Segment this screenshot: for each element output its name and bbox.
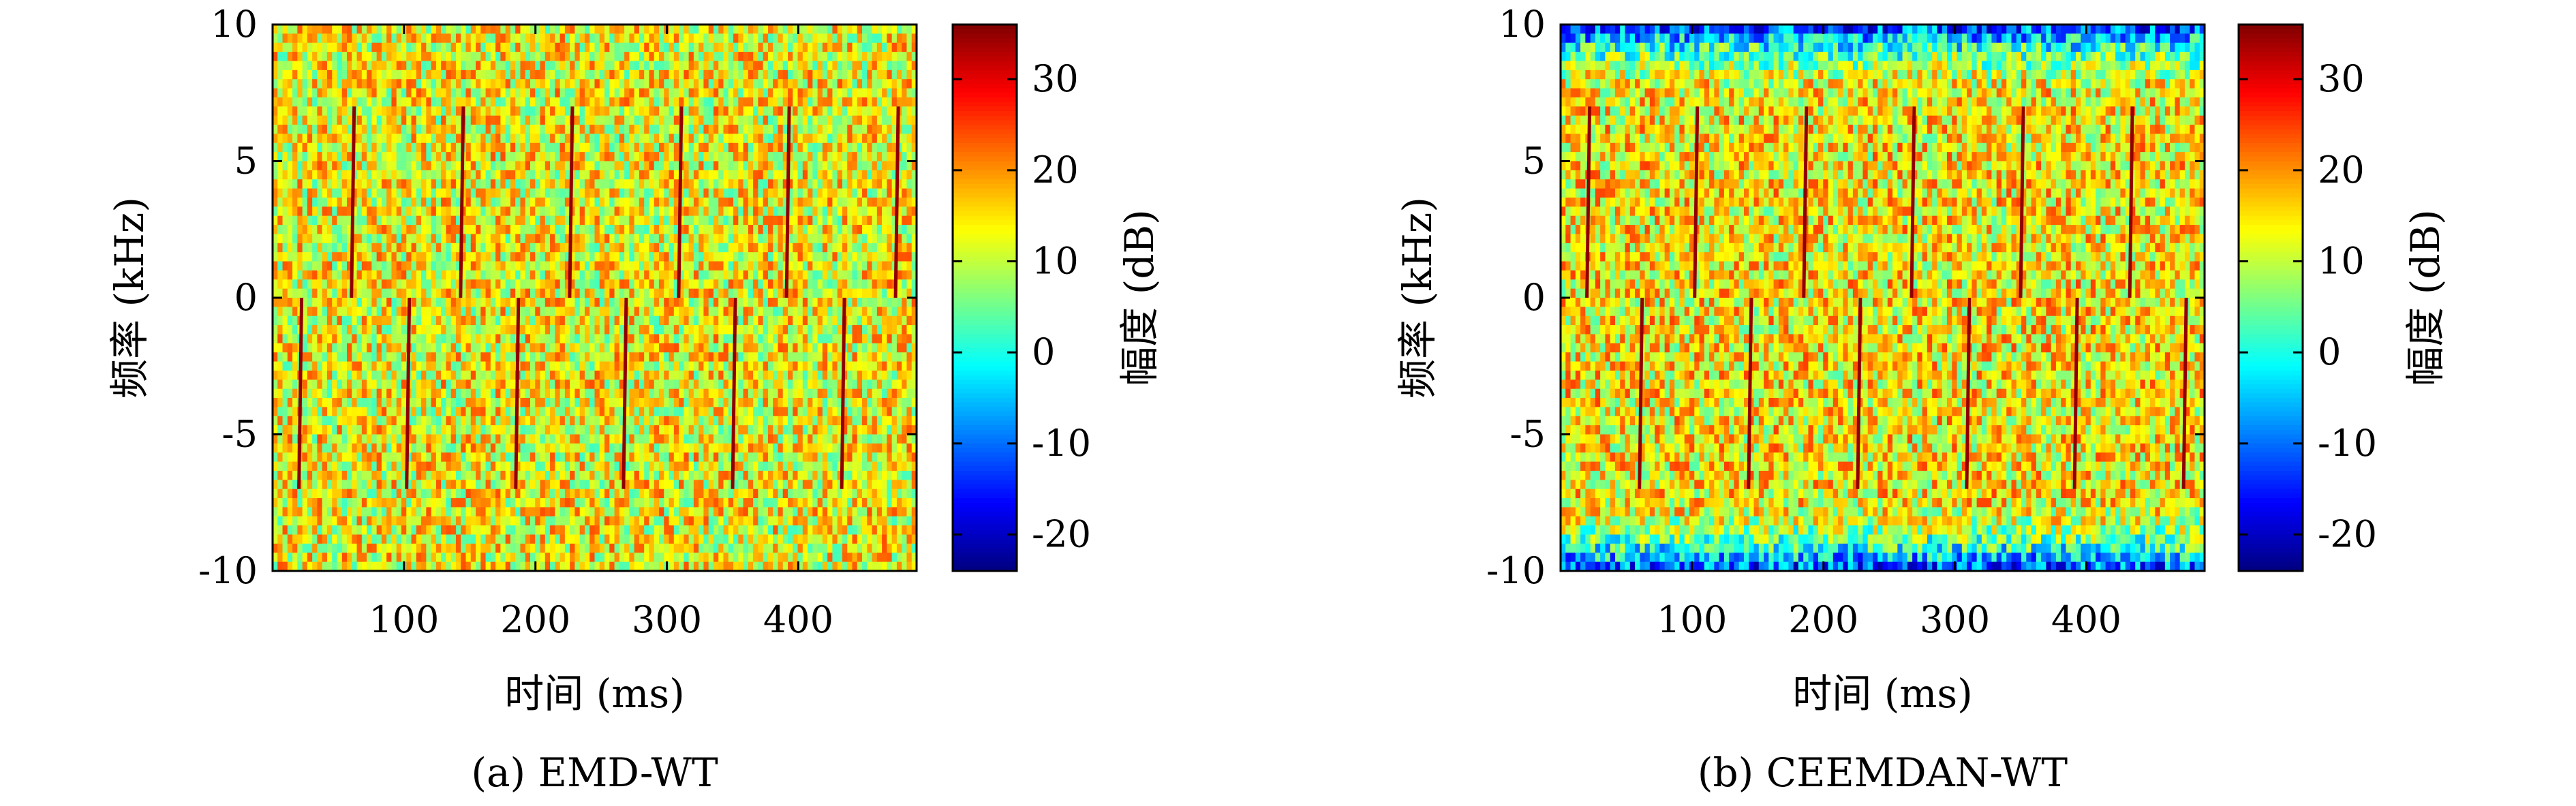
y-tick-label: 5 — [234, 140, 258, 183]
chirp-line-1 — [297, 297, 304, 489]
chirp-line-6 — [1856, 297, 1862, 489]
x-axis-label: 时间 (ms) — [1792, 670, 1972, 717]
chirp-line-9 — [731, 297, 737, 489]
chirp-line-11 — [2128, 106, 2134, 298]
y-axis-label: 频率 (kHz) — [106, 197, 153, 399]
x-tick-label: 400 — [2051, 598, 2121, 641]
colorbar-tick-label: -20 — [2318, 513, 2377, 556]
chirp-line-1 — [1585, 106, 1592, 298]
spectrogram-texture — [273, 25, 917, 572]
chirp-line-10 — [784, 106, 791, 298]
y-tick-label: -10 — [198, 549, 258, 592]
chirp-line-2 — [1638, 297, 1644, 489]
chirp-line-3 — [405, 297, 412, 489]
chirp-line-7 — [1910, 106, 1916, 298]
chirp-line-6 — [568, 106, 574, 298]
y-tick-label: 10 — [211, 3, 258, 46]
chirp-line-4 — [1747, 297, 1753, 489]
x-tick-label: 300 — [632, 598, 702, 641]
x-axis-label: 时间 (ms) — [504, 670, 684, 717]
chart-caption: (a) EMD-WT — [471, 749, 718, 796]
colorbar-tick-label: 30 — [1032, 57, 1079, 100]
colorbar-tick-label: -10 — [1032, 422, 1091, 465]
colorbar: -20 -10 0 10 20 30 幅度 (dB) — [951, 23, 1163, 572]
x-tick-label: 200 — [500, 598, 570, 641]
spectrogram-texture — [1561, 25, 2205, 572]
chirp-line-2 — [350, 106, 356, 298]
y-tick-label: -10 — [1486, 549, 1546, 592]
colorbar: -20 -10 0 10 20 30 幅度 (dB) — [2237, 23, 2449, 572]
chirp-line-5 — [514, 297, 521, 489]
y-axis-label: 频率 (kHz) — [1394, 197, 1441, 399]
colorbar-tick-label: -20 — [1032, 513, 1091, 556]
chirp-line-5 — [1802, 106, 1809, 298]
x-tick-label: 400 — [763, 598, 833, 641]
y-tick-label: 0 — [234, 276, 258, 319]
chirp-line-7 — [622, 297, 628, 489]
chart-caption: (b) CEEMDAN-WT — [1698, 749, 2068, 796]
y-tick-label: 10 — [1499, 3, 1546, 46]
chirp-line-8 — [1965, 297, 1972, 489]
chirp-line-12 — [893, 106, 900, 298]
chirp-line-12 — [2181, 297, 2188, 489]
colorbar-frame — [2237, 23, 2304, 572]
chirp-line-3 — [1693, 106, 1700, 298]
x-tick-label: 300 — [1920, 598, 1990, 641]
colorbar-tick-label: 10 — [2318, 240, 2365, 283]
y-tick-label: -5 — [1509, 413, 1546, 456]
colorbar-tick-label: 20 — [1032, 149, 1079, 191]
x-tick-label: 100 — [1657, 598, 1727, 641]
chirp-line-10 — [2072, 297, 2079, 489]
y-tick-label: 0 — [1522, 276, 1546, 319]
colorbar-label: 幅度 (dB) — [1116, 209, 1163, 386]
chirp-line-8 — [677, 106, 684, 298]
chirp-line-4 — [459, 106, 465, 298]
colorbar-tick-label: 20 — [2318, 149, 2365, 191]
colorbar-tick-label: 10 — [1032, 240, 1079, 283]
colorbar-tick-label: 30 — [2318, 57, 2365, 100]
y-tick-label: 5 — [1522, 140, 1546, 183]
chirp-line-9 — [2019, 106, 2025, 298]
x-tick-label: 100 — [369, 598, 439, 641]
colorbar-tick-label: 0 — [2318, 330, 2341, 373]
colorbar-tick-label: 0 — [1032, 330, 1055, 373]
colorbar-label: 幅度 (dB) — [2402, 209, 2449, 386]
x-tick-label: 200 — [1788, 598, 1858, 641]
colorbar-frame — [951, 23, 1018, 572]
y-tick-label: -5 — [221, 413, 258, 456]
colorbar-tick-label: -10 — [2318, 422, 2377, 465]
chirp-line-11 — [840, 297, 846, 489]
